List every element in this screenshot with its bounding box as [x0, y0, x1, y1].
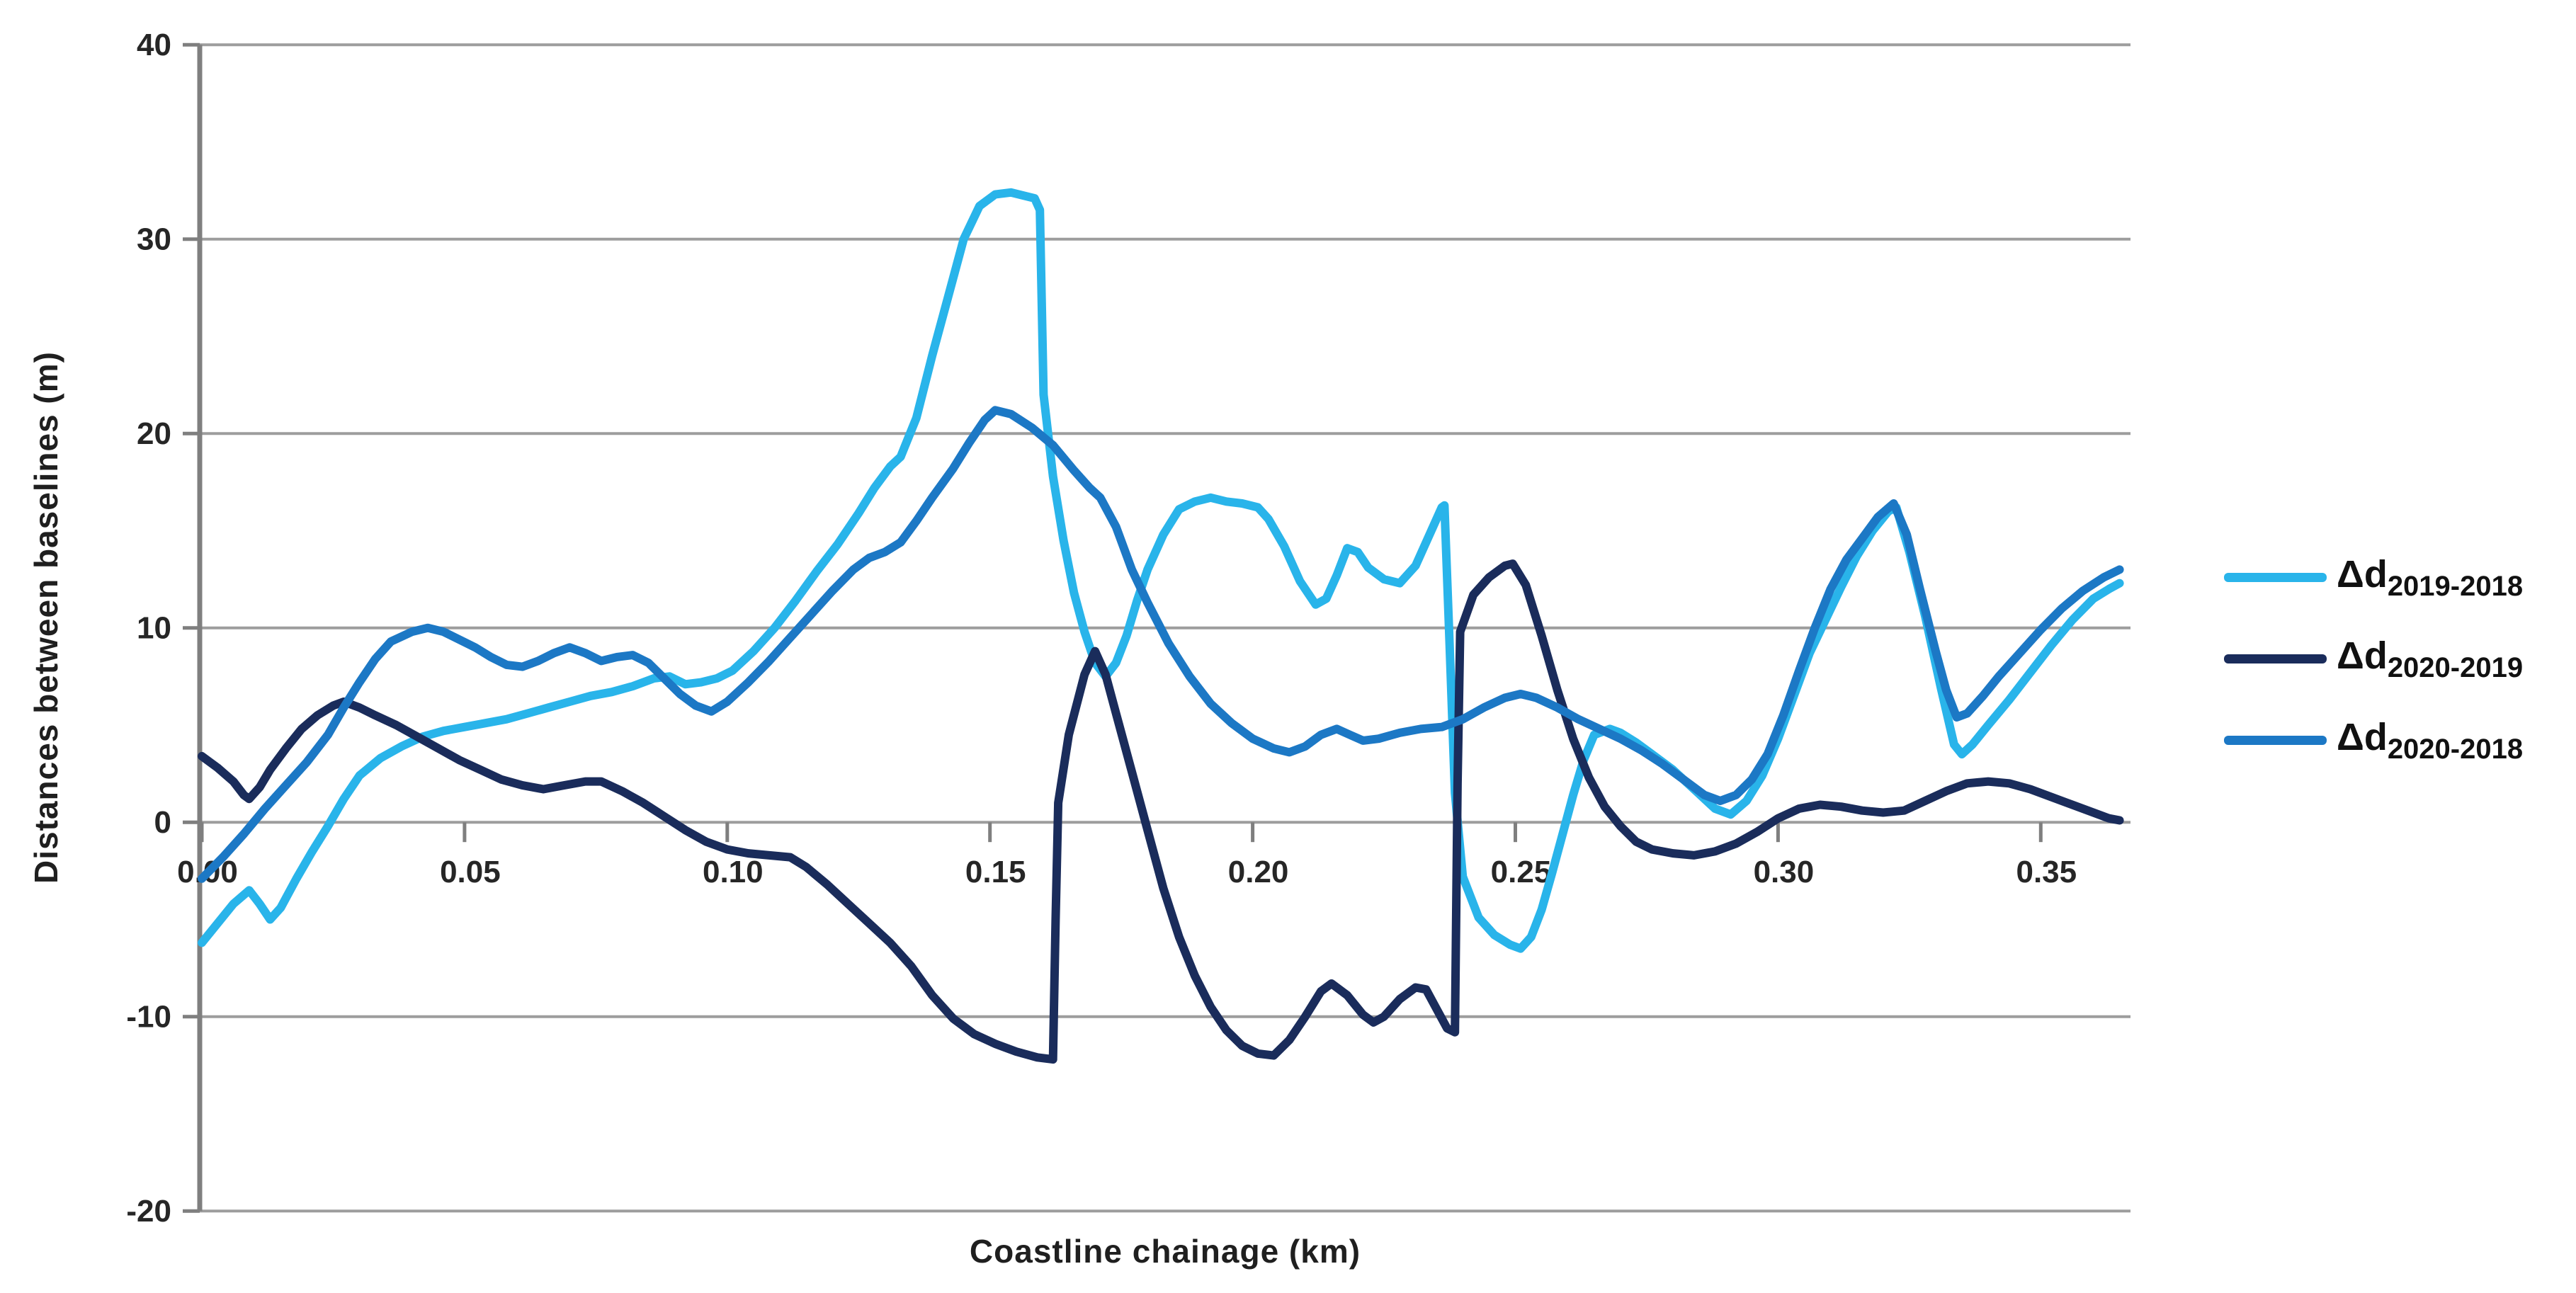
x-tick-label: 0.30	[1754, 855, 1815, 889]
x-tick-label: 0.15	[965, 855, 1026, 889]
x-tick-label: 0.05	[440, 855, 501, 889]
legend-label: Δd2020-2018	[2337, 715, 2524, 765]
y-tick-label: 30	[137, 222, 171, 257]
y-tick-label: -20	[126, 1194, 171, 1229]
legend-label: Δd2019-2018	[2337, 552, 2524, 602]
y-axis-title: Distances between baselines (m)	[28, 351, 64, 884]
x-tick-label: 0.25	[1491, 855, 1552, 889]
x-tick-label: 0.20	[1228, 855, 1289, 889]
legend-label: Δd2020-2019	[2337, 634, 2524, 683]
y-tick-label: 0	[154, 805, 171, 840]
series-line-Δd-2019-2018[interactable]	[198, 188, 2124, 953]
legend-item[interactable]: Δd2019-2018	[2224, 552, 2523, 602]
x-tick-label: 0.35	[2016, 855, 2077, 889]
y-tick-label: -10	[126, 1000, 171, 1035]
legend-swatch-cyan-line-icon	[2224, 572, 2327, 582]
series-line-Δd-2020-2019[interactable]	[198, 559, 2124, 1064]
legend-item[interactable]: Δd2020-2019	[2224, 634, 2523, 683]
legend-item[interactable]: Δd2020-2018	[2224, 715, 2523, 765]
series-line-Δd-2020-2018[interactable]	[198, 406, 2124, 883]
legend-swatch-blue-line-icon	[2224, 735, 2327, 745]
x-axis-title: Coastline chainage (km)	[969, 1233, 1361, 1270]
x-tick-label: 0.10	[703, 855, 764, 889]
legend-swatch-navy-line-icon	[2224, 654, 2327, 663]
y-tick-label: 20	[137, 416, 171, 451]
y-tick-label: 10	[137, 611, 171, 646]
y-tick-label: 40	[137, 28, 171, 62]
